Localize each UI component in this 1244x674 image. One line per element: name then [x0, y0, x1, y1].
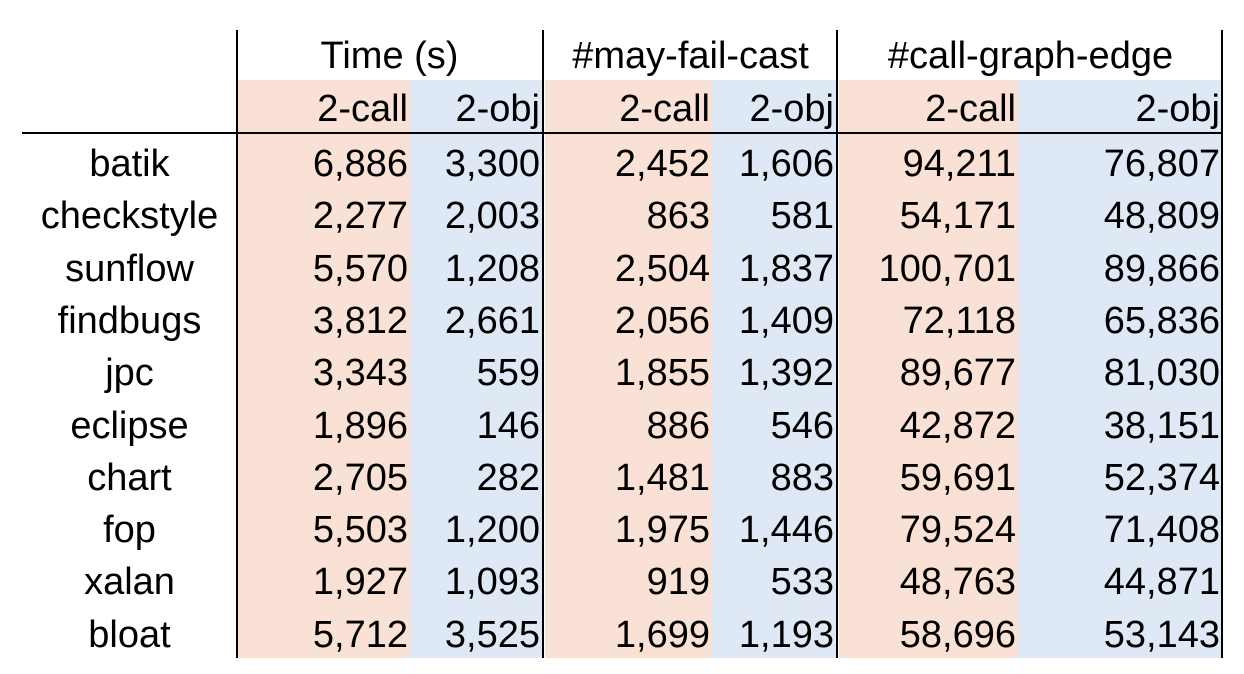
table-cell: 38,151	[1103, 404, 1220, 447]
column-divider	[1221, 30, 1223, 658]
table-cell: 546	[770, 404, 834, 447]
table-cell: 2,705	[312, 456, 408, 499]
table-cell: 76,807	[1103, 143, 1220, 185]
table-cell: 1,837	[738, 247, 834, 290]
benchmark-label: findbugs	[57, 299, 202, 342]
benchmark-label: checkstyle	[40, 195, 219, 238]
table-cell: 282	[476, 456, 540, 499]
column-header: 2-obj	[749, 88, 835, 130]
table-cell: 533	[770, 561, 834, 604]
table-cell: 886	[646, 404, 710, 447]
column-divider	[836, 30, 838, 658]
table-cell: 1,208	[444, 247, 540, 290]
table-cell: 3,343	[312, 352, 408, 395]
benchmark-label: xalan	[84, 561, 175, 604]
group-header: #call-graph-edge	[887, 35, 1174, 77]
table-cell: 81,030	[1103, 352, 1220, 395]
table-cell: 42,872	[899, 404, 1016, 447]
column-header: 2-obj	[455, 88, 541, 130]
column-header: 2-call	[619, 88, 710, 130]
benchmark-label: sunflow	[65, 247, 194, 290]
table-cell: 1,975	[614, 509, 710, 552]
table-cell: 2,661	[444, 299, 540, 342]
table-cell: 6,886	[312, 143, 408, 185]
column-divider	[542, 30, 544, 658]
obj-column-shading	[712, 80, 836, 658]
table-cell: 100,701	[878, 247, 1016, 290]
table-cell: 1,481	[614, 456, 710, 499]
table-cell: 1,855	[614, 352, 710, 395]
table-cell: 863	[646, 195, 710, 238]
table-cell: 71,408	[1103, 509, 1220, 552]
table-cell: 2,056	[614, 299, 710, 342]
table-cell: 94,211	[902, 143, 1016, 185]
table-cell: 3,525	[444, 613, 540, 656]
benchmark-label: jpc	[105, 352, 154, 395]
call-column-shading	[545, 80, 712, 658]
call-column-shading	[839, 80, 1018, 658]
table-cell: 5,570	[312, 247, 408, 290]
column-header: 2-obj	[1135, 88, 1221, 130]
table-cell: 1,200	[444, 509, 540, 552]
table-cell: 1,392	[738, 352, 834, 395]
column-divider	[236, 30, 238, 658]
table-cell: 72,118	[902, 299, 1016, 342]
table-cell: 1,606	[738, 143, 834, 185]
table-cell: 2,452	[614, 143, 710, 185]
table-cell: 54,171	[899, 195, 1016, 238]
table-cell: 79,524	[899, 509, 1016, 552]
table-cell: 1,446	[738, 509, 834, 552]
table-cell: 1,927	[312, 561, 408, 604]
table-cell: 3,300	[444, 143, 540, 185]
table-cell: 2,277	[312, 195, 408, 238]
table-cell: 59,691	[899, 456, 1016, 499]
table-cell: 58,696	[899, 613, 1016, 656]
table-cell: 2,504	[614, 247, 710, 290]
table-cell: 48,763	[899, 561, 1016, 604]
header-divider	[22, 132, 1222, 134]
benchmark-label: eclipse	[70, 404, 189, 447]
call-column-shading	[237, 80, 410, 658]
obj-column-shading	[410, 80, 542, 658]
group-header: #may-fail-cast	[572, 35, 809, 77]
benchmark-label: chart	[87, 456, 172, 499]
benchmark-label: bloat	[88, 613, 171, 656]
table-cell: 48,809	[1103, 195, 1220, 238]
table-cell: 581	[770, 195, 834, 238]
column-header: 2-call	[925, 88, 1016, 130]
benchmark-label: batik	[89, 143, 170, 185]
table-cell: 1,093	[444, 561, 540, 604]
table-cell: 5,503	[312, 509, 408, 552]
table-cell: 89,677	[899, 352, 1016, 395]
table-cell: 1,699	[614, 613, 710, 656]
table-cell: 1,193	[738, 613, 834, 656]
table-cell: 89,866	[1103, 247, 1220, 290]
benchmark-label: fop	[103, 509, 156, 552]
table-cell: 53,143	[1103, 613, 1220, 656]
table-cell: 5,712	[312, 613, 408, 656]
table-cell: 1,896	[312, 404, 408, 447]
table-cell: 52,374	[1103, 456, 1220, 499]
table-cell: 44,871	[1103, 561, 1220, 604]
table-cell: 1,409	[738, 299, 834, 342]
table-cell: 919	[646, 561, 710, 604]
table-cell: 3,812	[312, 299, 408, 342]
table-cell: 65,836	[1103, 299, 1220, 342]
column-header: 2-call	[317, 88, 408, 130]
table-cell: 883	[770, 456, 834, 499]
group-header: Time (s)	[320, 35, 459, 77]
obj-column-shading	[1018, 80, 1222, 658]
table-cell: 2,003	[444, 195, 540, 238]
table-cell: 146	[476, 404, 540, 447]
table-cell: 559	[476, 352, 540, 395]
